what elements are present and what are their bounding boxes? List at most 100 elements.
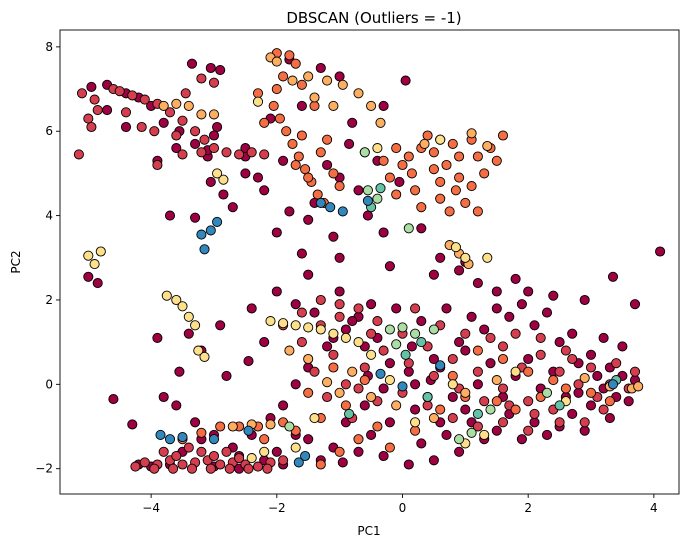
data-point-outlier-15 xyxy=(218,189,229,200)
data-point-outlier-43 xyxy=(491,286,502,297)
data-point-c1-9 xyxy=(177,115,188,126)
data-point-c8-12 xyxy=(243,425,254,436)
data-point-c4-14 xyxy=(290,320,301,331)
data-point-c1-55 xyxy=(579,417,590,428)
data-point-c2-33 xyxy=(491,155,502,166)
data-point-outlier-71 xyxy=(403,366,414,377)
data-point-c2-16 xyxy=(328,168,339,179)
data-point-c2-4 xyxy=(271,84,282,95)
data-point-c2-9 xyxy=(293,151,304,162)
data-point-outlier-9 xyxy=(186,58,198,69)
data-point-c6-8 xyxy=(454,434,465,445)
data-point-c4-23 xyxy=(435,134,446,145)
data-point-c1-19 xyxy=(152,159,163,171)
data-point-c1-65 xyxy=(340,379,351,390)
data-point-c1-28 xyxy=(196,73,207,84)
data-point-outlier-74 xyxy=(479,324,490,335)
data-point-c8-11 xyxy=(208,434,220,445)
data-point-c3-8 xyxy=(303,71,314,82)
data-point-c1-70 xyxy=(422,400,433,411)
data-point-c4-20 xyxy=(252,96,264,107)
x-tick-label: −2 xyxy=(268,501,286,515)
data-point-c1-113 xyxy=(567,353,578,365)
data-point-c8-3 xyxy=(362,195,373,206)
data-point-c1-56 xyxy=(554,417,565,428)
data-point-c4-1 xyxy=(89,259,100,270)
data-point-c4-17 xyxy=(328,328,339,339)
data-point-c2-40 xyxy=(384,172,395,183)
data-point-outlier-123 xyxy=(337,457,348,468)
data-point-outlier-48 xyxy=(607,271,619,282)
data-point-c2-46 xyxy=(391,189,402,200)
data-point-outlier-72 xyxy=(428,353,439,365)
data-point-outlier-18 xyxy=(322,159,333,171)
data-point-c1-112 xyxy=(460,328,471,339)
data-point-outlier-135 xyxy=(585,349,597,360)
data-point-outlier-27 xyxy=(205,176,216,187)
y-tick-label: 2 xyxy=(45,293,53,307)
data-point-outlier-132 xyxy=(585,400,597,411)
data-point-c1-91 xyxy=(208,450,220,462)
data-point-c2-2 xyxy=(290,58,301,69)
data-point-c1-62 xyxy=(403,358,414,369)
data-point-c3-39 xyxy=(334,387,345,398)
data-point-outlier-63 xyxy=(403,459,414,470)
data-point-outlier-54 xyxy=(623,396,634,407)
data-point-c3-27 xyxy=(491,375,502,386)
data-point-outlier-189 xyxy=(252,172,264,183)
data-point-c2-6 xyxy=(274,113,285,124)
data-point-outlier-175 xyxy=(460,404,471,415)
data-point-c8-6 xyxy=(212,216,223,227)
data-point-c2-47 xyxy=(428,164,439,175)
data-point-outlier-181 xyxy=(83,271,94,282)
data-point-outlier-25 xyxy=(259,185,270,196)
data-point-c2-12 xyxy=(312,189,323,200)
data-point-outlier-70 xyxy=(378,383,389,394)
data-point-outlier-183 xyxy=(227,202,238,213)
data-point-outlier-21 xyxy=(362,210,373,221)
data-point-c4-7 xyxy=(190,320,201,331)
data-point-c4-8 xyxy=(193,345,204,356)
data-point-outlier-159 xyxy=(334,71,345,82)
data-point-outlier-98 xyxy=(190,417,201,428)
data-point-c1-52 xyxy=(585,362,597,373)
data-point-outlier-92 xyxy=(290,379,301,390)
data-point-c8-0 xyxy=(315,197,326,208)
data-point-c3-13 xyxy=(375,117,386,128)
data-point-c1-109 xyxy=(366,328,377,339)
y-tick-label: 4 xyxy=(45,209,53,223)
data-point-c1-24 xyxy=(86,121,97,133)
data-point-c1-40 xyxy=(447,353,458,365)
data-point-c4-12 xyxy=(265,316,276,327)
data-point-outlier-188 xyxy=(208,130,220,141)
data-point-c1-2 xyxy=(92,105,103,116)
data-point-c6-9 xyxy=(466,427,477,438)
data-point-c6-3 xyxy=(362,185,373,196)
data-point-outlier-34 xyxy=(315,62,326,74)
data-point-c1-25 xyxy=(120,107,132,118)
data-point-c1-0 xyxy=(76,88,88,99)
data-point-c1-14 xyxy=(234,149,245,160)
data-point-c2-19 xyxy=(309,100,320,111)
data-point-outlier-52 xyxy=(617,341,628,352)
data-point-c4-29 xyxy=(309,413,320,424)
data-point-outlier-67 xyxy=(303,434,314,445)
data-point-c3-35 xyxy=(284,345,295,356)
data-point-outlier-131 xyxy=(567,408,578,419)
data-point-c8-5 xyxy=(205,225,216,236)
data-point-c2-25 xyxy=(391,143,402,154)
data-point-c1-63 xyxy=(378,345,389,356)
data-point-outlier-167 xyxy=(447,391,458,403)
x-tick-label: −4 xyxy=(142,501,160,515)
data-point-c1-81 xyxy=(215,459,226,470)
data-point-c1-90 xyxy=(196,446,207,457)
data-point-outlier-142 xyxy=(416,316,427,327)
data-point-outlier-38 xyxy=(384,261,395,272)
data-point-c1-88 xyxy=(171,450,182,462)
data-point-c1-39 xyxy=(472,366,483,377)
data-point-outlier-36 xyxy=(394,176,405,187)
data-point-c3-29 xyxy=(428,413,439,424)
data-point-c1-22 xyxy=(83,113,94,124)
data-point-outlier-75 xyxy=(504,311,515,322)
data-point-c2-24 xyxy=(296,79,307,90)
